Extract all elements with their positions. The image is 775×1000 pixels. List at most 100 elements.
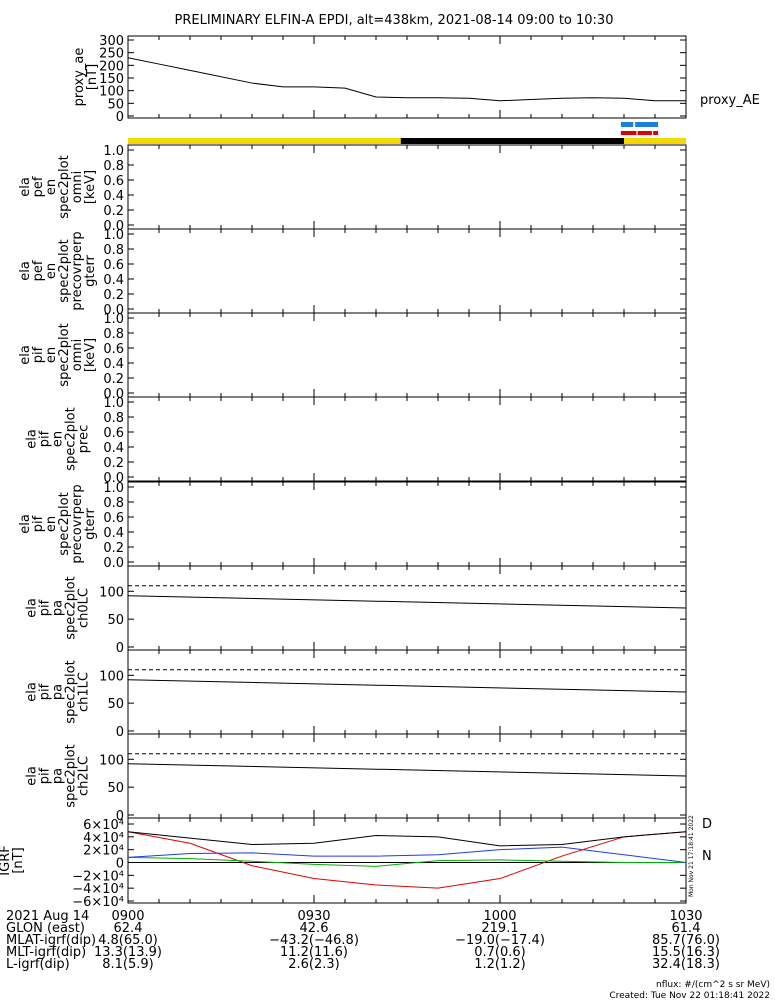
spectrum-y-tick-label: 0.4	[103, 526, 124, 541]
footer-row-label: MLAT-igrf(dip)	[6, 933, 96, 948]
pa-y-label: ela	[25, 598, 40, 618]
spectrum-y-tick-label: 0.2	[103, 372, 124, 387]
igrf-y-tick-label: −4×10⁴	[72, 882, 124, 897]
spectrum-y-label: gterr	[83, 507, 98, 539]
footer-value: 0900	[111, 909, 144, 924]
spectrum-y-label: en	[51, 431, 66, 447]
spectrum-y-label: spec2plot	[57, 155, 72, 218]
pitch-angle-panels: 100500elapifpaspec2plotch0LC100500elapif…	[25, 565, 687, 824]
igrf-legend-n: N	[702, 849, 712, 864]
footer-row-label: MLT-igrf(dip)	[6, 945, 86, 960]
igrf-y-label: [nT]	[11, 847, 26, 873]
footer-value: 62.4	[114, 921, 143, 936]
spectrum-y-tick-label: 0.2	[103, 456, 124, 471]
pa-loss-cone-solid	[127, 595, 687, 609]
footer-value: 1030	[669, 909, 702, 924]
spectrum-panels: 1.00.80.60.40.20.0elapefenspec2plotomni[…	[18, 144, 687, 571]
footer-value: 85.7(76.0)	[652, 933, 720, 948]
pa-y-tick-label: 100	[99, 669, 124, 684]
igrf-series-line	[127, 831, 687, 889]
spectrum-y-tick-label: 1.0	[103, 396, 124, 411]
igrf-y-tick-label: 6×10⁴	[83, 818, 124, 833]
spectrum-y-label: en	[44, 347, 59, 363]
spectrum-y-tick-label: 0.6	[103, 174, 124, 189]
footer-value: −43.2(−46.8)	[269, 933, 359, 948]
pa-frame	[127, 649, 687, 735]
nflux-units: nflux: #/(cm^2 s sr MeV)	[656, 980, 770, 990]
footer-value: 0930	[297, 909, 330, 924]
spectrum-y-tick-label: 0.8	[103, 159, 124, 174]
spectrum-y-label: en	[44, 516, 59, 532]
spectrum-y-label: [keV]	[83, 170, 98, 204]
ae-y-tick-label: 250	[99, 47, 124, 62]
footer-row-label: 2021 Aug 14	[6, 909, 89, 924]
ae-legend-label: proxy_AE	[700, 93, 760, 108]
spectrum-y-tick-label: 0.8	[103, 496, 124, 511]
spectrum-panel: 1.00.80.60.40.20.0 elapefenspec2plotomni[…	[18, 144, 687, 234]
pa-y-label: pif	[38, 599, 53, 616]
spectrum-y-tick-label: 0.6	[103, 342, 124, 357]
footer-value: 42.6	[300, 921, 329, 936]
spectrum-y-label: pef	[31, 260, 46, 281]
spectrum-panel: 1.00.80.60.40.20.0 elapifenspec2plotomni[…	[18, 312, 687, 402]
blue-mark	[620, 122, 634, 127]
igrf-y-tick-label: 2×10⁴	[83, 844, 124, 859]
igrf-series-line	[127, 856, 686, 867]
pa-y-label: spec2plot	[64, 660, 79, 723]
footer-value: 2.6(2.3)	[288, 957, 340, 972]
spectrum-y-tick-label: 0.0	[103, 387, 124, 402]
pa-loss-cone-solid	[127, 679, 687, 693]
pa-y-label: pif	[38, 683, 53, 700]
pa-y-tick-label: 50	[107, 613, 124, 628]
spectrum-panel: 1.00.80.60.40.20.0 elapifenspec2plotpreco…	[18, 481, 687, 571]
plot-title: PRELIMINARY ELFIN-A EPDI, alt=438km, 202…	[175, 13, 614, 28]
spectrum-y-tick-label: 0.6	[103, 258, 124, 273]
pa-frame	[127, 733, 687, 819]
spectrum-y-tick-label: 1.0	[103, 228, 124, 243]
spectrum-frame	[127, 481, 687, 567]
pa-y-label: ela	[25, 766, 40, 786]
spectrum-frame	[127, 228, 687, 314]
spectrum-y-tick-label: 0.2	[103, 541, 124, 556]
footer-value: 1000	[483, 909, 516, 924]
spectrum-y-tick-label: 0.8	[103, 243, 124, 258]
pa-y-tick-label: 100	[99, 585, 124, 600]
spectrum-y-label: ela	[25, 429, 40, 449]
igrf-side-stamp: Mon Nov 21 17:18:41 2022	[688, 815, 695, 897]
spectrum-y-tick-label: 0.0	[103, 303, 124, 318]
spectrum-frame	[127, 144, 687, 230]
ae-y-tick-label: 300	[99, 34, 124, 49]
spectrum-y-label: ela	[18, 514, 33, 534]
spectrum-y-label: spec2plot	[57, 323, 72, 386]
spectrum-y-label: en	[44, 179, 59, 195]
spectrum-y-label: omni	[70, 339, 85, 371]
spectrum-y-tick-label: 0.0	[103, 556, 124, 571]
footer-value: 13.3(13.9)	[94, 945, 162, 960]
spectrum-panel: 1.00.80.60.40.20.0 elapefenspec2plotpreco…	[18, 228, 687, 318]
igrf-frame	[127, 817, 687, 904]
orbit-segment-yellow	[624, 138, 686, 144]
footer-value: 4.8(65.0)	[98, 933, 158, 948]
pa-y-tick-label: 50	[107, 697, 124, 712]
ephemeris-footer: 2021 Aug 14 0900 0930 1000 1030 GLON (east) 62…	[6, 909, 770, 1000]
orbit-segment-black	[400, 138, 624, 144]
spectrum-y-tick-label: 0.8	[103, 411, 124, 426]
igrf-y-tick-label: −2×10⁴	[72, 869, 124, 884]
footer-row-label: L-igrf(dip)	[6, 957, 70, 972]
pa-y-tick-label: 0	[116, 641, 124, 656]
pa-y-tick-label: 50	[107, 781, 124, 796]
ae-y-tick-label: 150	[99, 72, 124, 87]
spectrum-y-tick-label: 0.2	[103, 204, 124, 219]
footer-value: 32.4(18.3)	[652, 957, 720, 972]
footer-row-label: GLON (east)	[6, 921, 85, 936]
pa-loss-cone-solid	[127, 763, 687, 777]
pa-y-label: ch1LC	[77, 672, 92, 712]
red-mark	[653, 131, 659, 135]
footer-value: 0.7(0.6)	[474, 945, 526, 960]
pa-y-label: spec2plot	[64, 744, 79, 807]
